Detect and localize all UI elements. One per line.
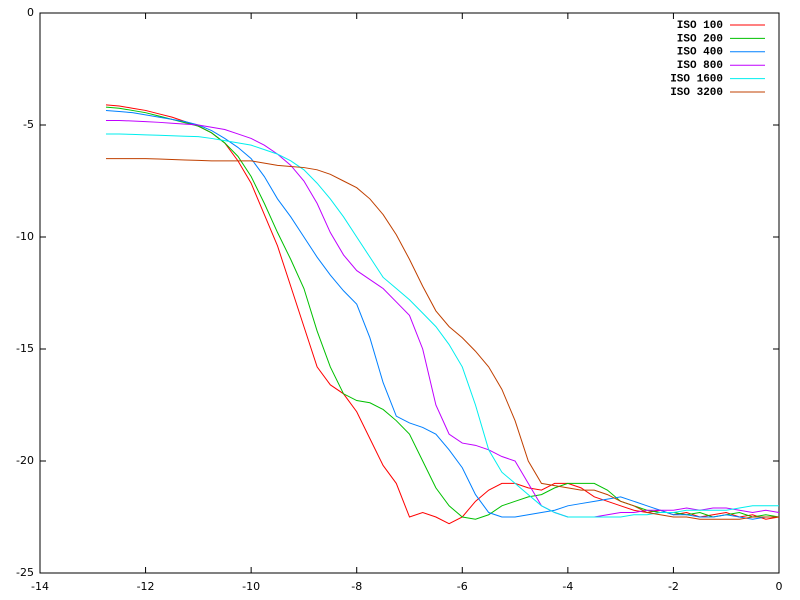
y-tick-label: -5 bbox=[23, 118, 34, 131]
legend-label: ISO 100 bbox=[677, 20, 723, 32]
legend-label: ISO 200 bbox=[677, 33, 723, 45]
x-tick-label: 0 bbox=[776, 580, 783, 593]
series-line bbox=[105, 158, 779, 520]
series-line bbox=[105, 133, 779, 518]
legend-label: ISO 3200 bbox=[670, 87, 723, 99]
series-line bbox=[105, 120, 780, 518]
legend-label: ISO 800 bbox=[677, 60, 723, 72]
y-tick-label: -25 bbox=[16, 566, 34, 579]
y-tick-label: -20 bbox=[16, 454, 34, 467]
x-tick-label: -2 bbox=[668, 580, 679, 593]
y-tick-label: -10 bbox=[16, 230, 34, 243]
y-tick-label: 0 bbox=[27, 6, 34, 19]
y-tick-label: -15 bbox=[16, 342, 34, 355]
series-line bbox=[105, 109, 779, 520]
x-tick-label: -8 bbox=[351, 580, 362, 593]
plot-border bbox=[39, 12, 780, 574]
x-tick-label: -12 bbox=[137, 580, 155, 593]
x-tick-label: -10 bbox=[242, 580, 260, 593]
x-tick-label: -4 bbox=[562, 580, 573, 593]
legend-label: ISO 400 bbox=[677, 47, 723, 59]
x-tick-label: -6 bbox=[457, 580, 468, 593]
x-tick-label: -14 bbox=[31, 580, 49, 593]
legend-label: ISO 1600 bbox=[670, 74, 723, 86]
series-line bbox=[105, 106, 780, 520]
series-line bbox=[105, 104, 780, 525]
